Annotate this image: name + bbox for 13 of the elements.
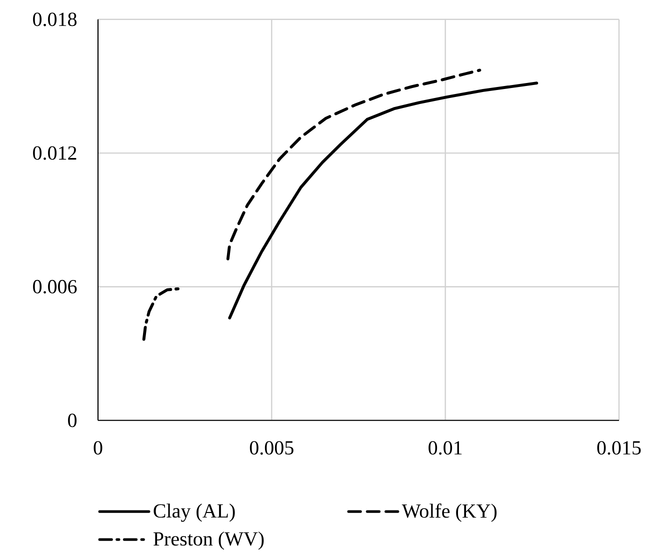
line-series <box>228 82 538 320</box>
legend-label: Preston (WV) <box>154 532 264 550</box>
legend-label: Wolfe (KY) <box>402 504 497 522</box>
y-tick-label: 0 <box>68 414 77 428</box>
y-tick-label: 0.012 <box>33 146 76 160</box>
line-series <box>226 68 482 260</box>
x-tick-label: 0.015 <box>597 441 641 455</box>
legend-label: Clay (AL) <box>154 504 235 522</box>
y-tick-label: 0.006 <box>33 280 77 294</box>
x-tick-label: 0.005 <box>250 441 294 455</box>
y-tick-label: 0.018 <box>33 12 77 26</box>
x-tick-label: 0 <box>94 441 102 455</box>
x-tick-label: 0.01 <box>428 441 462 455</box>
